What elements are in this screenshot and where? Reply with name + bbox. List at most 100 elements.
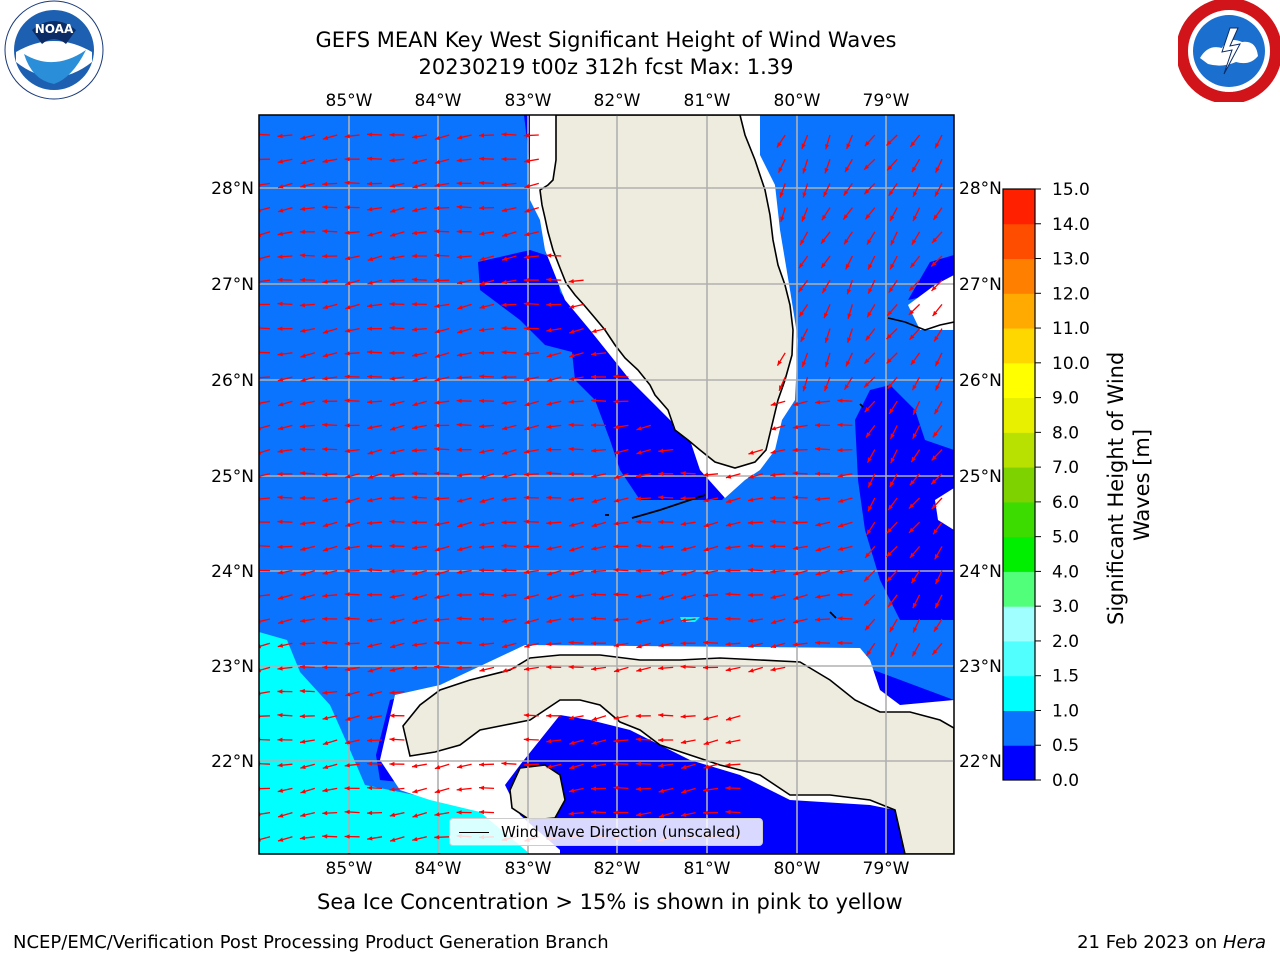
wave-arrow-head [681, 789, 687, 794]
wave-arrow-head [344, 205, 350, 210]
wave-arrow-head [389, 350, 395, 356]
wave-arrow-head [457, 498, 463, 503]
wave-arrow-head [890, 651, 895, 657]
wave-arrow-head [568, 640, 574, 645]
colorbar-swatch [1003, 675, 1035, 711]
wave-arrow-head [725, 545, 731, 550]
wave-arrow-head [658, 495, 664, 500]
wave-arrow-head [614, 474, 620, 479]
wave-arrow-head [457, 305, 463, 310]
wave-arrow-head [524, 376, 530, 382]
wave-arrow-head [389, 737, 395, 742]
wave-arrow-head [868, 481, 873, 488]
wave-arrow-head [389, 255, 395, 261]
wave-arrow-head [591, 592, 597, 597]
wave-arrow-head [344, 809, 350, 815]
wave-arrow-head [908, 503, 915, 509]
wave-arrow-head [322, 570, 328, 575]
wave-arrow-head [367, 156, 373, 161]
wave-arrow-head [778, 167, 783, 173]
wave-arrow-head [798, 286, 804, 293]
wave-arrow-head [591, 763, 597, 768]
wave-arrow-head [345, 498, 351, 504]
wave-arrow-head [680, 496, 686, 501]
wave-arrow-head [889, 626, 895, 633]
wave-arrow-head [636, 619, 642, 624]
wave-arrow-head [345, 474, 351, 479]
wave-arrow-head [456, 204, 462, 210]
wave-arrow-head [821, 262, 826, 269]
colorbar-swatch [1003, 745, 1035, 781]
wave-arrow-head [770, 426, 777, 431]
wave-arrow-head [524, 208, 530, 213]
wave-arrow-head [613, 617, 619, 622]
wave-arrow-head [591, 351, 597, 357]
wave-arrow [259, 424, 271, 430]
lat-tick-right: 28°N [959, 179, 1002, 199]
lat-tick-right: 27°N [959, 275, 1002, 295]
lat-tick-left: 28°N [211, 179, 254, 199]
wave-arrow-head [367, 232, 373, 237]
wave-arrow-head [770, 594, 776, 600]
wave-arrow-head [523, 277, 529, 283]
wave-arrow-head [389, 667, 396, 672]
wave-arrow-head [367, 692, 373, 697]
wave-arrow-head [367, 374, 373, 379]
wave-arrow-head [501, 182, 507, 187]
wave-arrow-head [822, 287, 827, 294]
colorbar-tick-label: 6.0 [1052, 493, 1079, 513]
wave-arrow-head [501, 302, 507, 308]
lon-tick-top: 84°W [415, 91, 462, 111]
wave-arrow-head [793, 619, 799, 624]
wave-arrow-head [344, 786, 350, 791]
wave-arrow-head [502, 232, 508, 237]
wave-arrow-head [802, 192, 807, 198]
wave-arrow-head [322, 399, 328, 404]
wave-arrow-head [277, 326, 283, 331]
wave-arrow-head [456, 158, 462, 163]
svg-text:★ ★: ★ ★ [1221, 90, 1238, 99]
wave-arrow-head [846, 143, 851, 149]
wave-arrow-head [747, 592, 753, 598]
wave-arrow-head [456, 787, 462, 792]
wave-arrow-head [434, 446, 440, 452]
wave-arrow-head [501, 568, 507, 573]
colorbar-tick-label: 9.0 [1052, 389, 1079, 409]
wave-arrow-head [658, 643, 664, 648]
wave-arrow-head [613, 592, 619, 597]
wave-arrow-head [523, 544, 529, 549]
wave-arrow-head [815, 594, 821, 599]
wave-arrow-head [300, 328, 306, 333]
wave-arrow-head [815, 399, 821, 405]
wave-arrow-head [867, 311, 872, 318]
wave-arrow-head [725, 474, 732, 479]
wave-arrow [259, 206, 271, 212]
wave-arrow-head [434, 400, 440, 405]
wave-arrow-head [636, 667, 642, 673]
wave-arrow [259, 811, 271, 815]
wave-arrow-head [770, 401, 777, 407]
wave-arrow-head [479, 667, 485, 672]
wave-arrow-head [479, 449, 485, 454]
wave-arrow-head [747, 543, 753, 549]
wave-arrow-head [501, 279, 507, 285]
wave-arrow-head [434, 765, 441, 770]
wave-arrow-head [546, 571, 553, 576]
wave-arrow [259, 279, 271, 283]
wave-arrow-head [344, 230, 350, 235]
wave-arrow-head [367, 132, 373, 137]
wave-arrow-head [322, 229, 328, 234]
wave-arrow-head [411, 495, 417, 500]
wave-arrow-head [568, 811, 574, 816]
wave-arrow-head [524, 595, 530, 600]
colorbar-swatch [1003, 189, 1035, 225]
wave-arrow-head [479, 616, 485, 622]
wave-arrow-head [748, 474, 754, 479]
colorbar-tick-label: 11.0 [1052, 319, 1090, 339]
wave-arrow-head [680, 739, 687, 745]
wave-arrow-head [502, 450, 508, 455]
wave-arrow-head [456, 375, 462, 380]
wave-arrow-head [344, 423, 350, 428]
wave-arrow-head [344, 834, 350, 839]
wave-arrow-head [591, 666, 597, 671]
